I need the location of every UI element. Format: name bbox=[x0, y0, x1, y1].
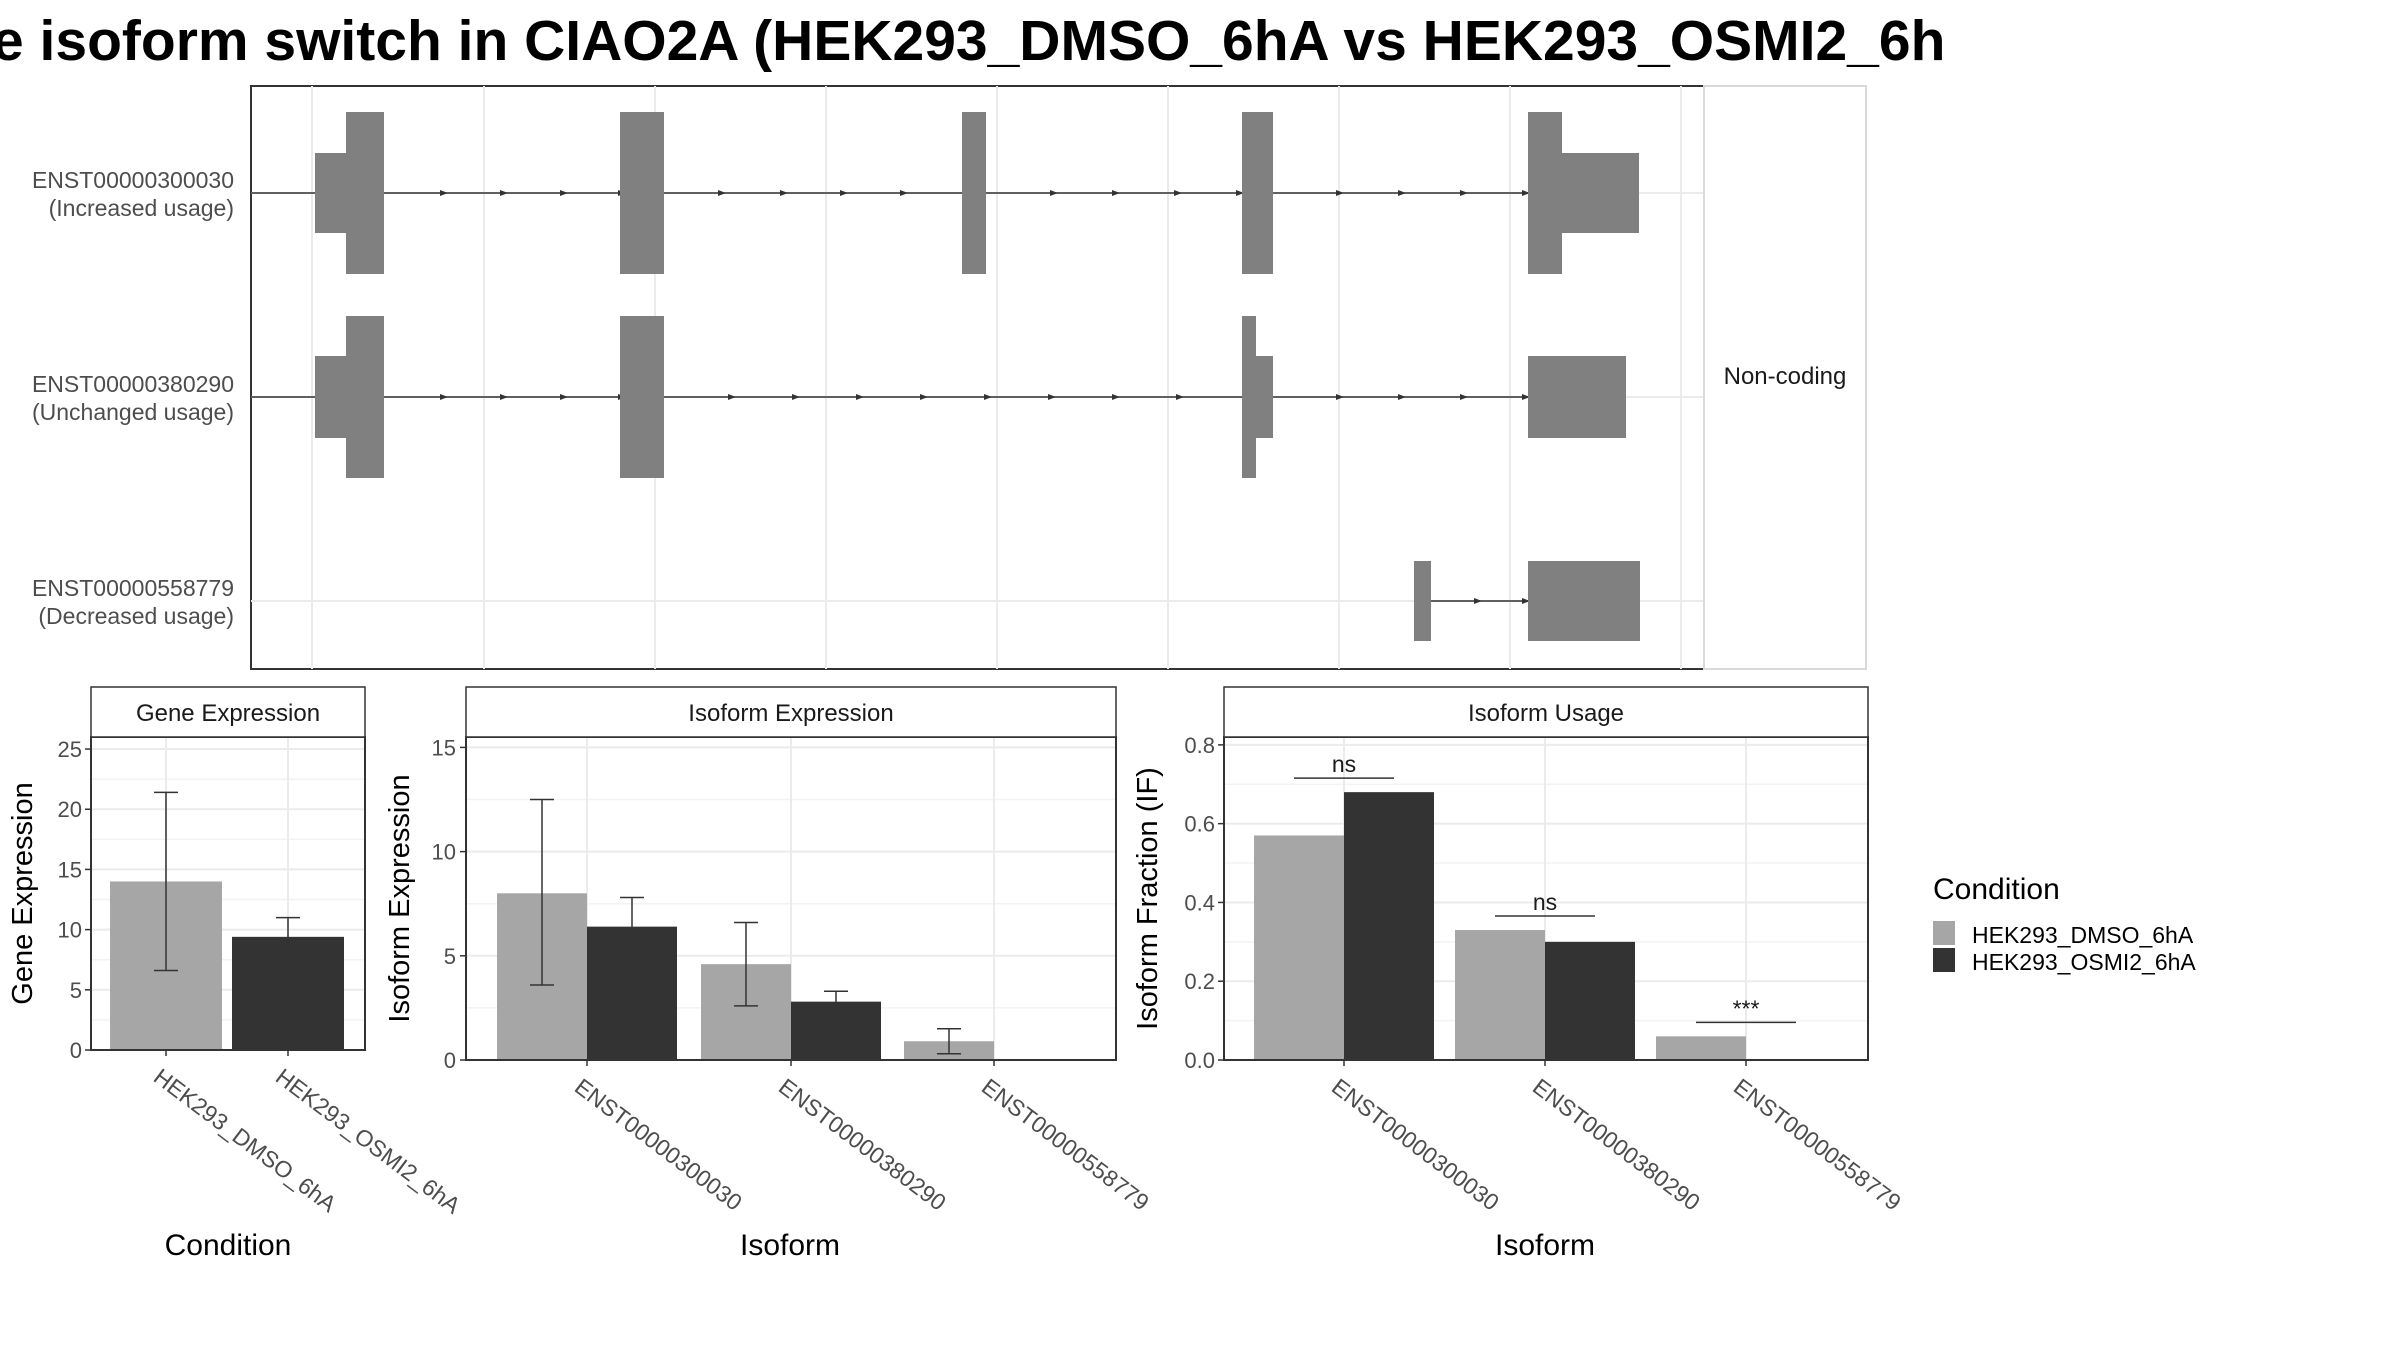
chart-title: Isoform Usage bbox=[1468, 700, 1624, 727]
significance-label: ns bbox=[1533, 889, 1557, 915]
significance-label: ns bbox=[1332, 751, 1356, 777]
y-tick-label: 15 bbox=[432, 735, 456, 760]
y-tick-label: 0.0 bbox=[1184, 1048, 1215, 1073]
x-tick-label: ENST00000558779 bbox=[977, 1073, 1154, 1215]
isoform-2-track bbox=[250, 316, 1626, 478]
intron-arrows bbox=[440, 190, 1530, 196]
facet-label: Non-coding bbox=[1724, 363, 1847, 390]
isoform-1-id: ENST00000300030 bbox=[32, 167, 234, 193]
y-axis-title: Isoform Expression bbox=[384, 774, 416, 1022]
x-tick-label: ENST00000300030 bbox=[1327, 1073, 1504, 1215]
y-tick-label: 0.6 bbox=[1184, 812, 1215, 837]
y-tick-label: 15 bbox=[58, 857, 82, 882]
bar-HEK293_DMSO_6hA-ENST00000380290 bbox=[1455, 930, 1545, 1060]
exons bbox=[315, 316, 1626, 478]
x-tick-label: ENST00000380290 bbox=[774, 1073, 951, 1215]
y-tick-label: 5 bbox=[70, 978, 82, 1003]
facet-strip bbox=[1703, 85, 1867, 670]
chart-title: Isoform Expression bbox=[688, 700, 893, 727]
facet-strip bbox=[90, 686, 366, 738]
bar-HEK293_DMSO_6hA-ENST00000558779 bbox=[1656, 1036, 1746, 1060]
intron-arrows bbox=[440, 394, 1530, 400]
isoform-2-id: ENST00000380290 bbox=[32, 371, 234, 397]
isoform-3-id: ENST00000558779 bbox=[32, 575, 234, 601]
y-tick-label: 10 bbox=[432, 840, 456, 865]
y-tick-label: 0.8 bbox=[1184, 733, 1215, 758]
x-tick-label: ENST00000558779 bbox=[1729, 1073, 1906, 1215]
isoform-3-usage: (Decreased usage) bbox=[38, 603, 234, 629]
facet-strip bbox=[465, 686, 1117, 738]
structure-panel: Non-coding ENST00000300030 (Increased us… bbox=[32, 85, 1867, 670]
y-tick-label: 10 bbox=[58, 918, 82, 943]
y-tick-label: 20 bbox=[58, 797, 82, 822]
legend-title: Condition bbox=[1933, 873, 2060, 906]
bar-HEK293_DMSO_6hA-ENST00000300030 bbox=[1254, 835, 1344, 1060]
isoform-1-usage: (Increased usage) bbox=[49, 195, 234, 221]
y-tick-label: 5 bbox=[444, 944, 456, 969]
x-axis-title: Isoform bbox=[1495, 1229, 1595, 1262]
isoform-1-track bbox=[250, 112, 1639, 274]
exons bbox=[1414, 561, 1640, 641]
isoform-3-track bbox=[1414, 561, 1640, 641]
y-tick-label: 0.2 bbox=[1184, 969, 1215, 994]
bar-HEK293_OSMI2_6hA-ENST00000300030 bbox=[1344, 792, 1434, 1060]
page-title: e isoform switch in CIAO2A (HEK293_DMSO_… bbox=[0, 9, 1946, 73]
legend-swatch-dmso bbox=[1933, 921, 1955, 945]
y-axis-title: Gene Expression bbox=[7, 782, 39, 1004]
exons bbox=[315, 112, 1639, 274]
legend-label-dmso: HEK293_DMSO_6hA bbox=[1972, 922, 2194, 948]
x-tick-label: ENST00000380290 bbox=[1528, 1073, 1705, 1215]
bar-HEK293_OSMI2_6hA bbox=[232, 936, 344, 1050]
isoform-2-usage: (Unchanged usage) bbox=[32, 399, 234, 425]
y-tick-label: 0 bbox=[70, 1038, 82, 1063]
bar-HEK293_OSMI2_6hA-ENST00000380290 bbox=[1545, 941, 1635, 1060]
intron-arrows bbox=[1474, 598, 1530, 604]
legend-label-osmi2: HEK293_OSMI2_6hA bbox=[1972, 949, 2196, 975]
x-tick-label: ENST00000300030 bbox=[570, 1073, 747, 1215]
y-tick-label: 0.4 bbox=[1184, 890, 1215, 915]
y-tick-label: 0 bbox=[444, 1048, 456, 1073]
legend-swatch-osmi2 bbox=[1933, 948, 1955, 972]
chart-3: 0.0 0.2 0.4 0.6 0.8 ns ns *** Isoform Usage ENST0… bbox=[1132, 686, 1906, 1262]
y-axis-title: Isoform Fraction (IF) bbox=[1132, 767, 1164, 1030]
chart-title: Gene Expression bbox=[136, 700, 320, 727]
x-axis-title: Condition bbox=[165, 1229, 292, 1262]
facet-strip bbox=[1223, 686, 1869, 738]
y-tick-label: 25 bbox=[58, 737, 82, 762]
legend: Condition HEK293_DMSO_6hA HEK293_OSMI2_6… bbox=[1933, 873, 2196, 975]
x-axis-title: Isoform bbox=[740, 1229, 840, 1262]
significance-label: *** bbox=[1733, 995, 1760, 1021]
